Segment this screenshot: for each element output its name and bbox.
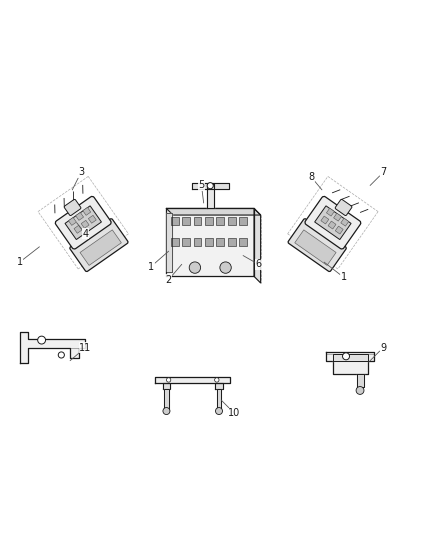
- Polygon shape: [357, 374, 364, 387]
- FancyBboxPatch shape: [70, 219, 128, 271]
- FancyBboxPatch shape: [288, 219, 346, 271]
- Bar: [76, 213, 84, 220]
- Bar: [228, 238, 236, 246]
- Circle shape: [215, 378, 219, 382]
- Polygon shape: [254, 208, 261, 283]
- Bar: [205, 217, 213, 225]
- Text: 10: 10: [221, 400, 240, 418]
- Polygon shape: [164, 389, 169, 411]
- Text: 2: 2: [166, 264, 182, 285]
- Polygon shape: [20, 332, 85, 363]
- Text: 11: 11: [70, 343, 92, 361]
- Bar: [74, 225, 82, 233]
- Polygon shape: [163, 383, 170, 389]
- Circle shape: [189, 262, 201, 273]
- Bar: [83, 207, 91, 215]
- Polygon shape: [217, 389, 221, 411]
- Bar: [68, 217, 76, 225]
- Bar: [81, 220, 89, 228]
- Bar: [341, 218, 349, 226]
- Polygon shape: [333, 354, 368, 361]
- FancyBboxPatch shape: [295, 230, 336, 265]
- Text: 6: 6: [243, 255, 261, 269]
- Bar: [205, 238, 213, 246]
- Polygon shape: [155, 377, 230, 383]
- Bar: [334, 213, 342, 221]
- FancyBboxPatch shape: [335, 199, 352, 215]
- FancyBboxPatch shape: [55, 196, 111, 249]
- Circle shape: [215, 408, 223, 415]
- Bar: [88, 215, 96, 223]
- Bar: [321, 216, 329, 224]
- Bar: [182, 217, 190, 225]
- Text: 1: 1: [324, 262, 347, 282]
- Text: 7: 7: [370, 167, 386, 185]
- Circle shape: [220, 262, 231, 273]
- FancyBboxPatch shape: [64, 199, 81, 215]
- Bar: [194, 217, 201, 225]
- Bar: [216, 217, 224, 225]
- Bar: [335, 226, 343, 234]
- Circle shape: [356, 386, 364, 394]
- FancyBboxPatch shape: [80, 230, 121, 265]
- Text: 3: 3: [72, 167, 84, 190]
- Bar: [239, 238, 247, 246]
- Circle shape: [166, 378, 171, 382]
- Bar: [171, 217, 179, 225]
- Bar: [239, 217, 247, 225]
- Polygon shape: [207, 184, 214, 208]
- Text: 4: 4: [77, 223, 88, 239]
- Text: 1: 1: [148, 251, 169, 271]
- Circle shape: [343, 353, 350, 360]
- Circle shape: [163, 408, 170, 415]
- Polygon shape: [166, 208, 261, 215]
- Circle shape: [38, 336, 46, 344]
- FancyBboxPatch shape: [314, 206, 351, 239]
- Bar: [228, 217, 236, 225]
- Bar: [326, 208, 334, 216]
- Polygon shape: [166, 213, 172, 272]
- Bar: [194, 238, 201, 246]
- Bar: [216, 238, 224, 246]
- Circle shape: [207, 183, 213, 189]
- Polygon shape: [215, 383, 223, 389]
- Text: 5: 5: [198, 181, 205, 203]
- Polygon shape: [326, 352, 374, 374]
- Polygon shape: [166, 208, 254, 276]
- Circle shape: [58, 352, 64, 358]
- Text: 1: 1: [17, 247, 39, 267]
- Text: 9: 9: [370, 343, 386, 361]
- FancyBboxPatch shape: [305, 196, 361, 249]
- Bar: [171, 238, 179, 246]
- Polygon shape: [192, 183, 229, 189]
- Bar: [182, 238, 190, 246]
- FancyBboxPatch shape: [65, 206, 102, 239]
- Bar: [328, 221, 336, 229]
- Text: 8: 8: [308, 172, 322, 190]
